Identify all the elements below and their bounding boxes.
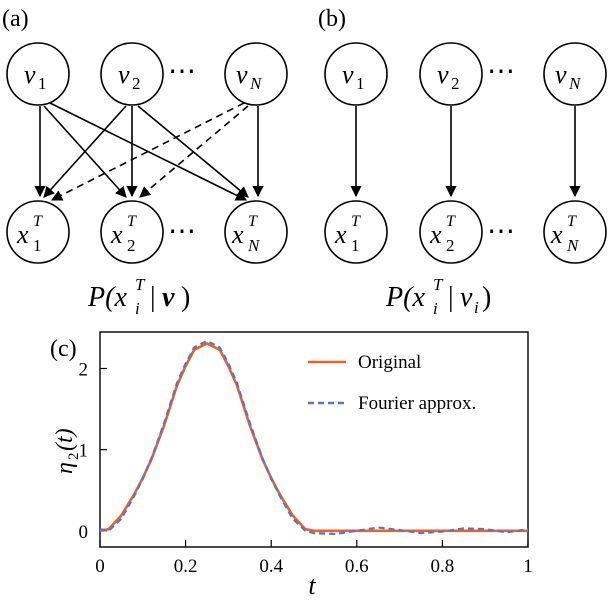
panel-b-caption: P(x T i | v i ) (385, 275, 491, 318)
y-tick-label: 0 (79, 522, 89, 543)
node-b-xN: x T N (543, 200, 607, 264)
svg-text:T: T (351, 213, 361, 230)
svg-text:v: v (236, 60, 248, 89)
edge-v2-x1 (43, 105, 127, 198)
ellipsis-top-b: ⋯ (487, 56, 516, 87)
node-xN: x T N (224, 200, 288, 264)
svg-text:v: v (24, 60, 36, 89)
node-b-vN: v N (543, 42, 607, 106)
svg-text:T: T (567, 213, 577, 230)
chart-legend: Original Fourier approx. (308, 352, 476, 414)
svg-text:1: 1 (38, 74, 47, 93)
svg-text:1: 1 (33, 236, 42, 255)
series-original-line (99, 342, 528, 533)
panel-c-label: (c) (50, 336, 77, 362)
panel-b: (b) v 1 v 2 ⋯ v N x T 1 (318, 6, 607, 318)
svg-text:x: x (16, 220, 29, 249)
node-v1: v 1 (6, 42, 70, 106)
chart-series (99, 339, 529, 536)
svg-text:T: T (33, 213, 43, 230)
svg-text:2: 2 (451, 74, 460, 93)
panel-a-caption: P(x T i | v ) (87, 275, 190, 318)
ellipsis-bottom-a: ⋯ (168, 216, 197, 247)
edge-v2-xN (137, 105, 249, 198)
svg-text:x: x (429, 220, 442, 249)
ellipsis-top-a: ⋯ (168, 56, 197, 87)
node-vN: v N (224, 42, 288, 106)
panel-a-label: (a) (2, 6, 29, 32)
svg-text:i: i (474, 298, 479, 317)
panel-a-edges (34, 102, 264, 201)
svg-text:v: v (162, 282, 175, 313)
x-tick-label: 0.2 (174, 556, 198, 577)
series-fourier-line (99, 339, 529, 536)
ellipsis-bottom-b: ⋯ (487, 216, 516, 247)
svg-text:x: x (110, 220, 123, 249)
svg-text:N: N (249, 74, 263, 93)
panel-b-edges (350, 106, 581, 198)
chart-ticks: 0 0.2 0.4 0.6 0.8 1 0 1 2 (79, 360, 533, 577)
x-axis-label: t (308, 571, 316, 600)
svg-text:2: 2 (127, 236, 136, 255)
svg-text:(t): (t) (52, 428, 78, 451)
svg-text:T: T (248, 213, 258, 230)
node-b-v2: v 2 (419, 42, 483, 106)
svg-text:x: x (550, 220, 563, 249)
svg-text:T: T (433, 275, 444, 294)
x-tick-label: 0.4 (259, 556, 283, 577)
node-b-x2: x T 2 (419, 200, 483, 264)
svg-text:T: T (127, 213, 137, 230)
x-tick-label: 0.6 (345, 556, 369, 577)
svg-text:1: 1 (351, 236, 360, 255)
svg-text:N: N (566, 236, 580, 255)
y-tick-label: 2 (79, 360, 89, 381)
svg-text:): ) (181, 282, 190, 313)
svg-text:i: i (135, 299, 140, 318)
svg-text:2: 2 (66, 453, 82, 461)
y-axis-label: η 2 (t) (52, 428, 82, 474)
svg-text:2: 2 (132, 74, 141, 93)
svg-text:|: | (150, 282, 156, 313)
svg-text:v: v (342, 60, 354, 89)
svg-text:i: i (433, 299, 438, 318)
panel-b-label: (b) (318, 6, 346, 32)
svg-text:v: v (437, 60, 449, 89)
chart-frame (99, 331, 529, 548)
node-x1: x T 1 (6, 200, 70, 264)
svg-text:x: x (334, 220, 347, 249)
node-b-v1: v 1 (324, 42, 388, 106)
x-tick-label: 0.8 (431, 556, 455, 577)
svg-text:): ) (482, 282, 491, 313)
svg-text:T: T (446, 213, 456, 230)
svg-text:v: v (555, 60, 567, 89)
node-x2: x T 2 (100, 200, 164, 264)
legend-label-fourier: Fourier approx. (358, 393, 476, 414)
svg-text:x: x (231, 220, 244, 249)
node-b-x1: x T 1 (324, 200, 388, 264)
panel-a: (a) v 1 v 2 ⋯ v N (2, 6, 288, 318)
chart-plot-area: 0 0.2 0.4 0.6 0.8 1 0 1 2 (79, 331, 533, 577)
svg-text:2: 2 (446, 236, 455, 255)
svg-text:1: 1 (356, 74, 365, 93)
x-tick-label: 0 (95, 556, 105, 577)
svg-text:v: v (460, 282, 473, 313)
x-tick-label: 1 (523, 556, 533, 577)
svg-text:P(x: P(x (87, 282, 127, 313)
svg-text:P(x: P(x (385, 282, 425, 313)
svg-text:T: T (135, 275, 146, 294)
svg-text:η: η (52, 462, 78, 474)
svg-text:N: N (247, 236, 261, 255)
node-v2: v 2 (100, 42, 164, 106)
legend-label-original: Original (358, 352, 421, 373)
svg-text:|: | (448, 282, 454, 313)
svg-text:N: N (568, 74, 582, 93)
y-tick-label: 1 (79, 441, 89, 462)
svg-text:v: v (118, 60, 130, 89)
edge-v1-xN (49, 102, 248, 201)
